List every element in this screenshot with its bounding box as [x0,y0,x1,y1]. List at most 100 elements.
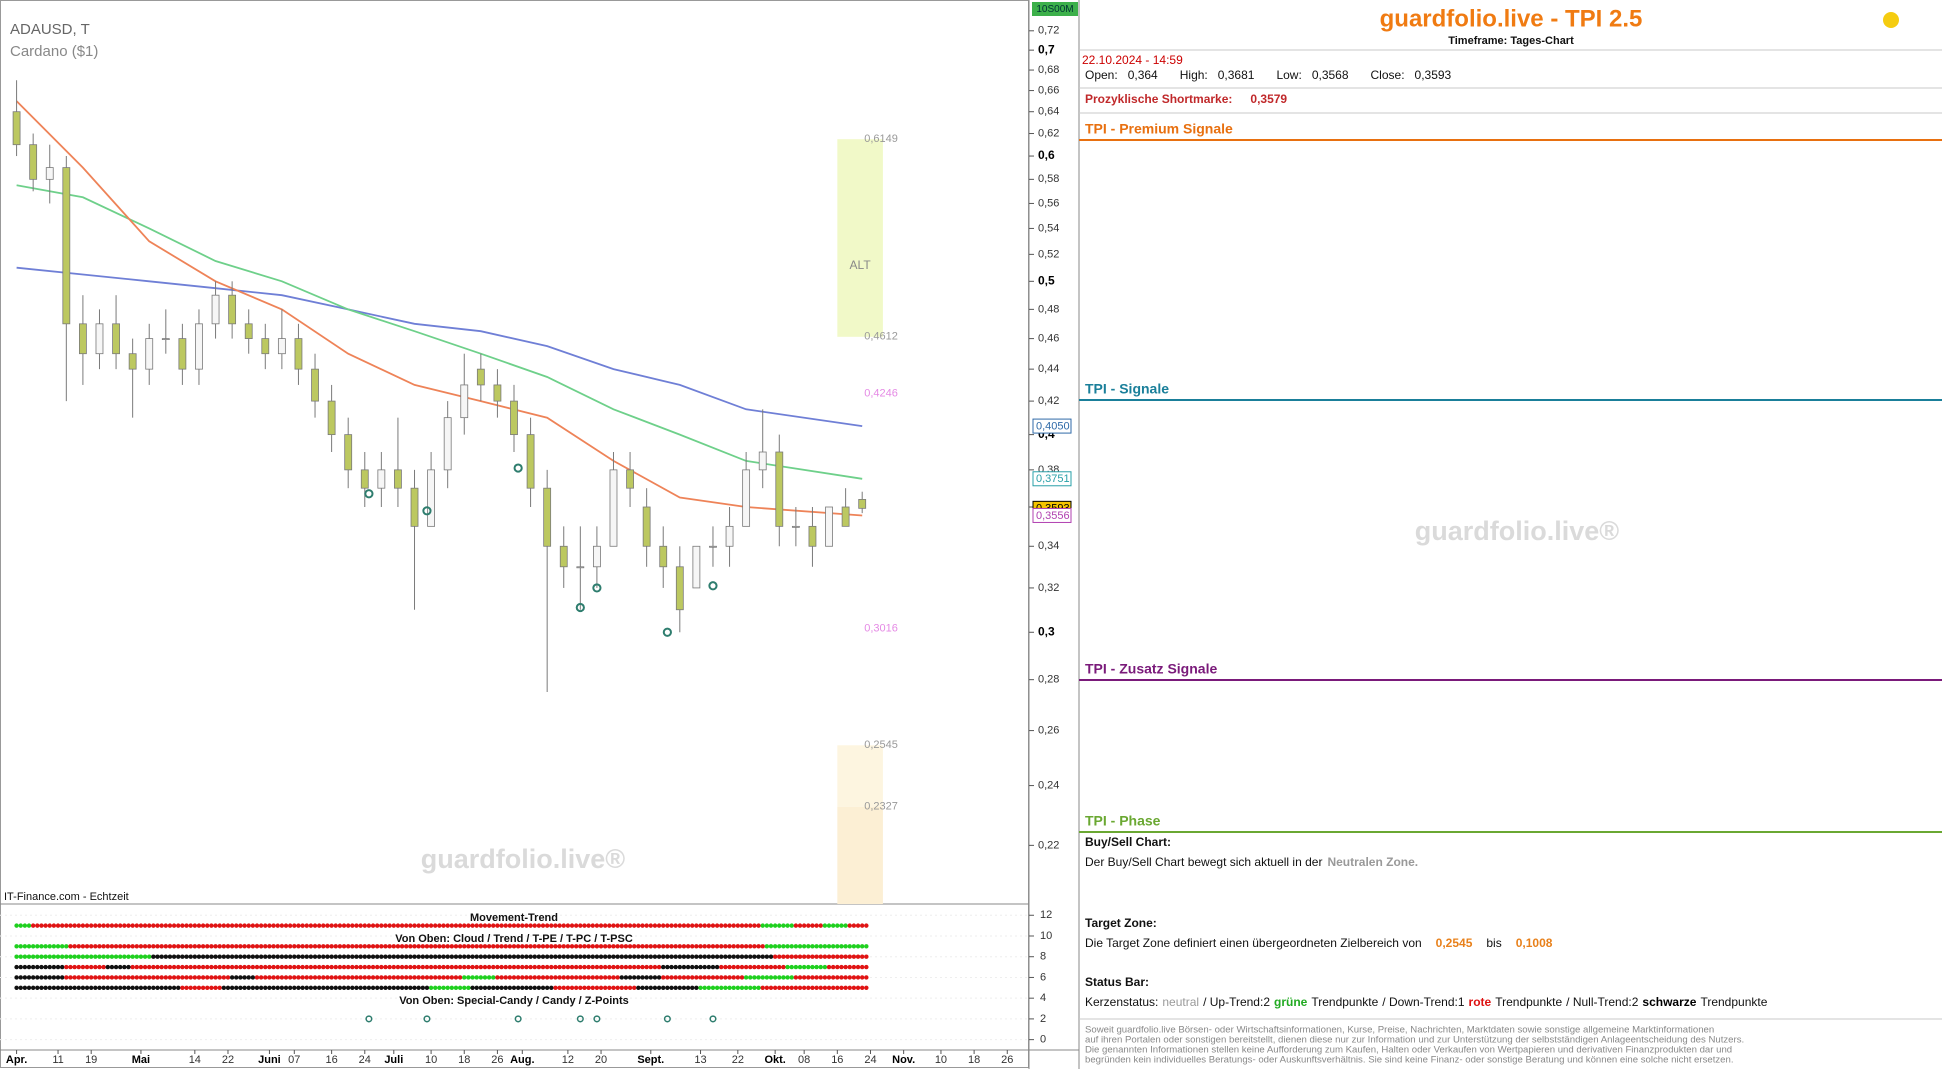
trend-dot [739,923,745,928]
trend-dot [710,975,716,980]
trend-dot [466,985,471,991]
trend-dot [217,944,222,949]
trend-dot [167,923,173,928]
trend-dot [810,923,815,928]
trend-dot [806,954,811,959]
trend-dot [702,923,707,928]
trend-dot [632,975,637,980]
trend-dot [652,923,658,928]
trend-dot [690,985,695,991]
trend-dot [549,985,554,991]
trend-dot [640,954,645,959]
trend-dot [855,944,861,949]
trend-dot [370,985,376,991]
trend-dot [64,975,69,980]
trend-dot [433,964,438,970]
trend-dot [246,975,251,980]
trend-dot [611,923,616,928]
trend-dot [826,944,832,949]
trend-dot [623,923,629,928]
trend-dot [159,944,164,949]
trend-dot [515,964,521,970]
trend-dot [752,923,757,928]
trend-dot [540,944,546,949]
trend-dot [308,985,314,991]
disclaimer-line: auf ihren Portalen oder sonstigen bereit… [1085,1035,1744,1046]
trend-dot [200,944,206,949]
trend-dot [337,944,343,949]
trend-dot [30,944,36,949]
trend-dot [669,975,674,980]
trend-dot [731,964,736,970]
trend-dot [474,923,479,928]
candle-body [244,323,253,339]
trend-dot [246,954,251,959]
trend-dot [59,954,65,959]
trend-dot [470,975,475,980]
trend-dot [727,954,732,959]
x-tick-label: 19 [85,1054,97,1066]
trend-dot [109,944,115,949]
trend-dot [358,985,363,991]
watermark: guardfolio.live® [1415,516,1620,546]
trend-dot [648,975,653,980]
candle-body [858,499,867,509]
trend-dot [536,944,542,949]
trend-dot [118,954,123,959]
trend-dot [404,985,409,991]
trend-dot [511,975,517,980]
trend-dot [316,985,322,991]
trend-dot [424,964,430,970]
trend-dot [437,964,442,970]
trend-dot [723,975,728,980]
trend-dot [221,975,227,980]
trend-dot [126,964,131,970]
price-label-box [1032,471,1072,487]
trend-dot [47,964,52,970]
trend-dot [544,964,550,970]
trend-dot [801,964,807,970]
trend-dot [341,954,347,959]
trend-dot [644,954,649,959]
trend-dot [752,975,757,980]
x-tick-label: Juli [384,1054,403,1066]
trend-dot [748,964,753,970]
trend-dot [225,944,231,949]
trend-dot [205,954,210,959]
trend-dot [549,944,554,949]
trend-dot [474,944,479,949]
trend-dot [138,964,144,970]
trend-dot [685,954,691,959]
trend-dot [789,923,794,928]
trend-dot [292,985,297,991]
x-tick-label: 11 [52,1054,63,1066]
trend-dot [536,923,542,928]
trend-dot [752,954,757,959]
trend-dot [395,964,401,970]
trend-dot [88,985,94,991]
trend-dot [453,985,459,991]
trend-dot [101,944,106,949]
trend-dot [495,954,500,959]
trend-dot [72,944,77,949]
trend-dot [387,923,392,928]
trend-dot [690,923,695,928]
trend-dot [457,923,463,928]
trend-dot [370,954,376,959]
disclaimer-line: Soweit guardfolio.live Börsen- oder Wirt… [1085,1025,1714,1036]
trend-dot [26,954,32,959]
candle-body [79,323,87,355]
trend-dot [466,944,471,949]
trend-dot [623,944,629,949]
trend-dot [221,954,227,959]
trend-dot [122,975,127,980]
candle-body [344,434,353,471]
trend-dot [263,954,268,959]
trend-dot [395,944,401,949]
signal-point [422,506,432,516]
trend-dot [445,985,450,991]
trend-dot [126,954,131,959]
trend-dot [665,964,670,970]
trend-dot [797,944,803,949]
trend-dot [677,985,683,991]
